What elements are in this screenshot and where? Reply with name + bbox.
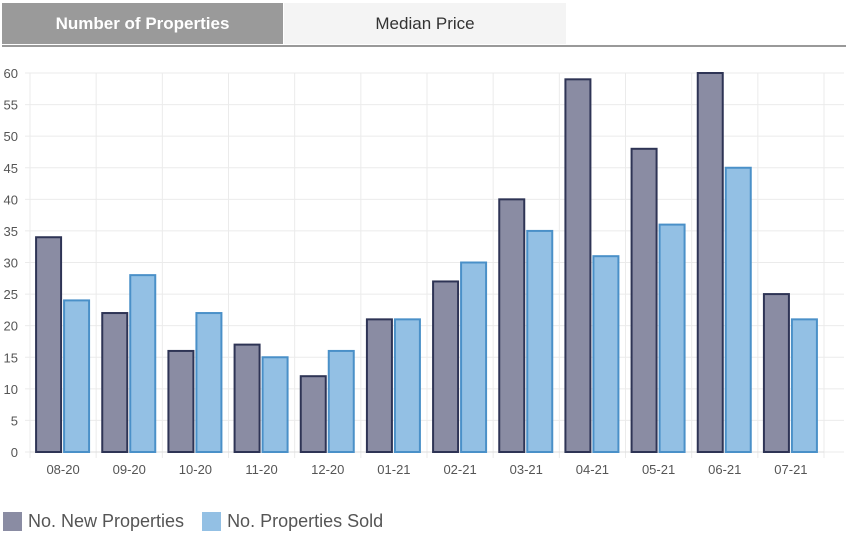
x-tick-label: 08-20 — [46, 462, 79, 477]
bar-new — [365, 318, 393, 453]
legend-label-new: No. New Properties — [28, 511, 185, 531]
bar-sold — [460, 261, 488, 453]
y-tick-label: 55 — [4, 98, 18, 113]
bar-new — [167, 349, 195, 453]
bar-new — [762, 293, 790, 454]
bar-sold — [63, 299, 91, 453]
legend-item-new[interactable]: No. New Properties — [3, 511, 184, 532]
y-tick-label: 15 — [4, 350, 18, 365]
bar-sold — [658, 223, 686, 453]
bar-new — [498, 198, 526, 453]
legend-swatch-sold — [202, 512, 222, 531]
tab-median-price[interactable]: Median Price — [284, 3, 566, 44]
x-tick-label: 03-21 — [510, 462, 543, 477]
legend-swatch-new — [3, 512, 22, 531]
bar-new — [35, 236, 63, 453]
bar-new — [630, 147, 658, 454]
bar-new — [233, 343, 261, 453]
legend-item-sold[interactable]: No. Properties Sold — [202, 511, 383, 532]
x-tick-label: 02-21 — [443, 462, 476, 477]
bar-new — [299, 375, 327, 454]
y-tick-label: 20 — [4, 319, 18, 334]
y-tick-label: 40 — [4, 192, 18, 207]
legend-label-sold: No. Properties Sold — [227, 511, 384, 531]
x-tick-label: 10-20 — [179, 462, 212, 477]
bar-sold — [261, 356, 289, 453]
bar-new — [432, 280, 460, 454]
bar-sold — [393, 318, 421, 453]
bar-sold — [592, 255, 620, 453]
x-tick-label: 06-21 — [708, 462, 741, 477]
bar-sold — [526, 229, 554, 453]
x-tick-label: 05-21 — [642, 462, 675, 477]
bar-new — [696, 72, 724, 453]
bar-sold — [327, 349, 355, 453]
y-tick-label: 10 — [4, 382, 18, 397]
x-tick-label: 01-21 — [377, 462, 410, 477]
tab-number-of-properties[interactable]: Number of Properties — [2, 3, 283, 44]
x-tick-label: 11-20 — [245, 462, 277, 477]
y-tick-label: 5 — [11, 413, 18, 428]
bar-sold — [129, 274, 157, 453]
y-tick-label: 30 — [4, 256, 18, 271]
bar-sold — [724, 166, 752, 453]
y-tick-label: 60 — [4, 66, 18, 81]
tab-bar: Number of Properties Median Price — [2, 3, 846, 47]
x-tick-label: 04-21 — [576, 462, 609, 477]
bar-sold — [790, 318, 818, 453]
y-tick-label: 45 — [4, 161, 18, 176]
legend: No. New Properties No. Properties Sold — [3, 511, 383, 532]
y-tick-label: 35 — [4, 224, 18, 239]
y-tick-label: 50 — [4, 129, 18, 144]
x-tick-label: 07-21 — [774, 462, 807, 477]
bar-sold — [195, 312, 223, 453]
x-tick-label: 09-20 — [113, 462, 146, 477]
y-tick-label: 25 — [4, 287, 18, 302]
x-tick-label: 12-20 — [311, 462, 344, 477]
bar-new — [101, 312, 129, 453]
bar-new — [564, 78, 592, 453]
y-tick-label: 0 — [11, 445, 18, 460]
